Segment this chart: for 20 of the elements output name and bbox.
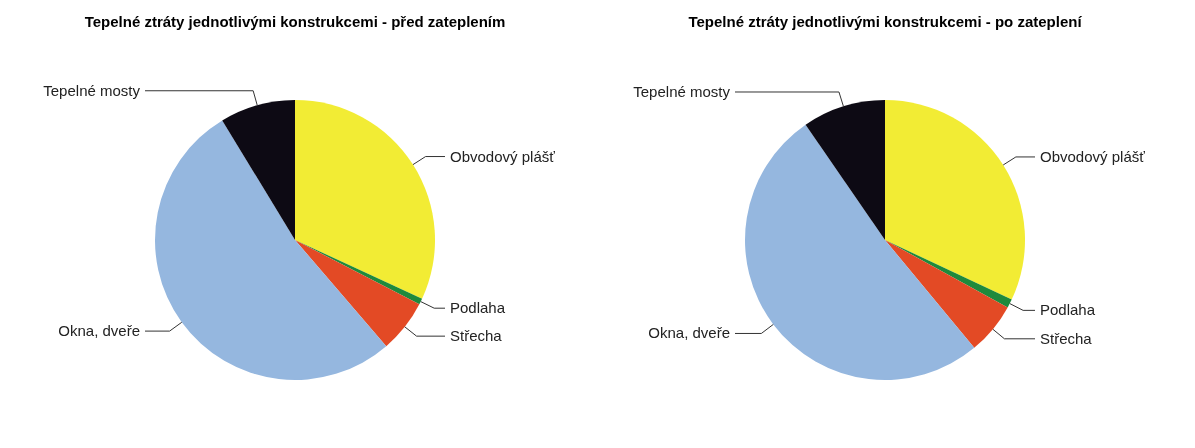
pie-slice [745,124,975,380]
slice-label: Tepelné mosty [43,81,141,99]
slice-label: Podlaha [450,299,506,317]
pie-slice [805,100,885,240]
chart-title: Tepelné ztráty jednotlivými konstrukcemi - po zateplení [688,13,1083,30]
pie-slice [885,240,1008,348]
pie-slice [885,100,1025,300]
slice-label: Obvodový plášť [450,147,556,165]
pie-slice [295,100,435,299]
chart-title: Tepelné ztráty jednotlivými konstrukcemi - před zateplením [84,13,506,30]
slice-label: Tepelné mosty [633,83,731,100]
slice-label: Podlaha [1040,301,1096,319]
pie-slice [222,100,295,240]
pie-slice [155,120,387,380]
pie-slice [295,240,420,347]
slice-label: Okna, dveře [58,322,140,340]
slice-label: Okna, dveře [648,324,730,342]
slice-label: Střecha [1040,329,1093,347]
slice-label: Obvodový plášť [1040,147,1146,165]
slice-label: Střecha [450,327,503,345]
